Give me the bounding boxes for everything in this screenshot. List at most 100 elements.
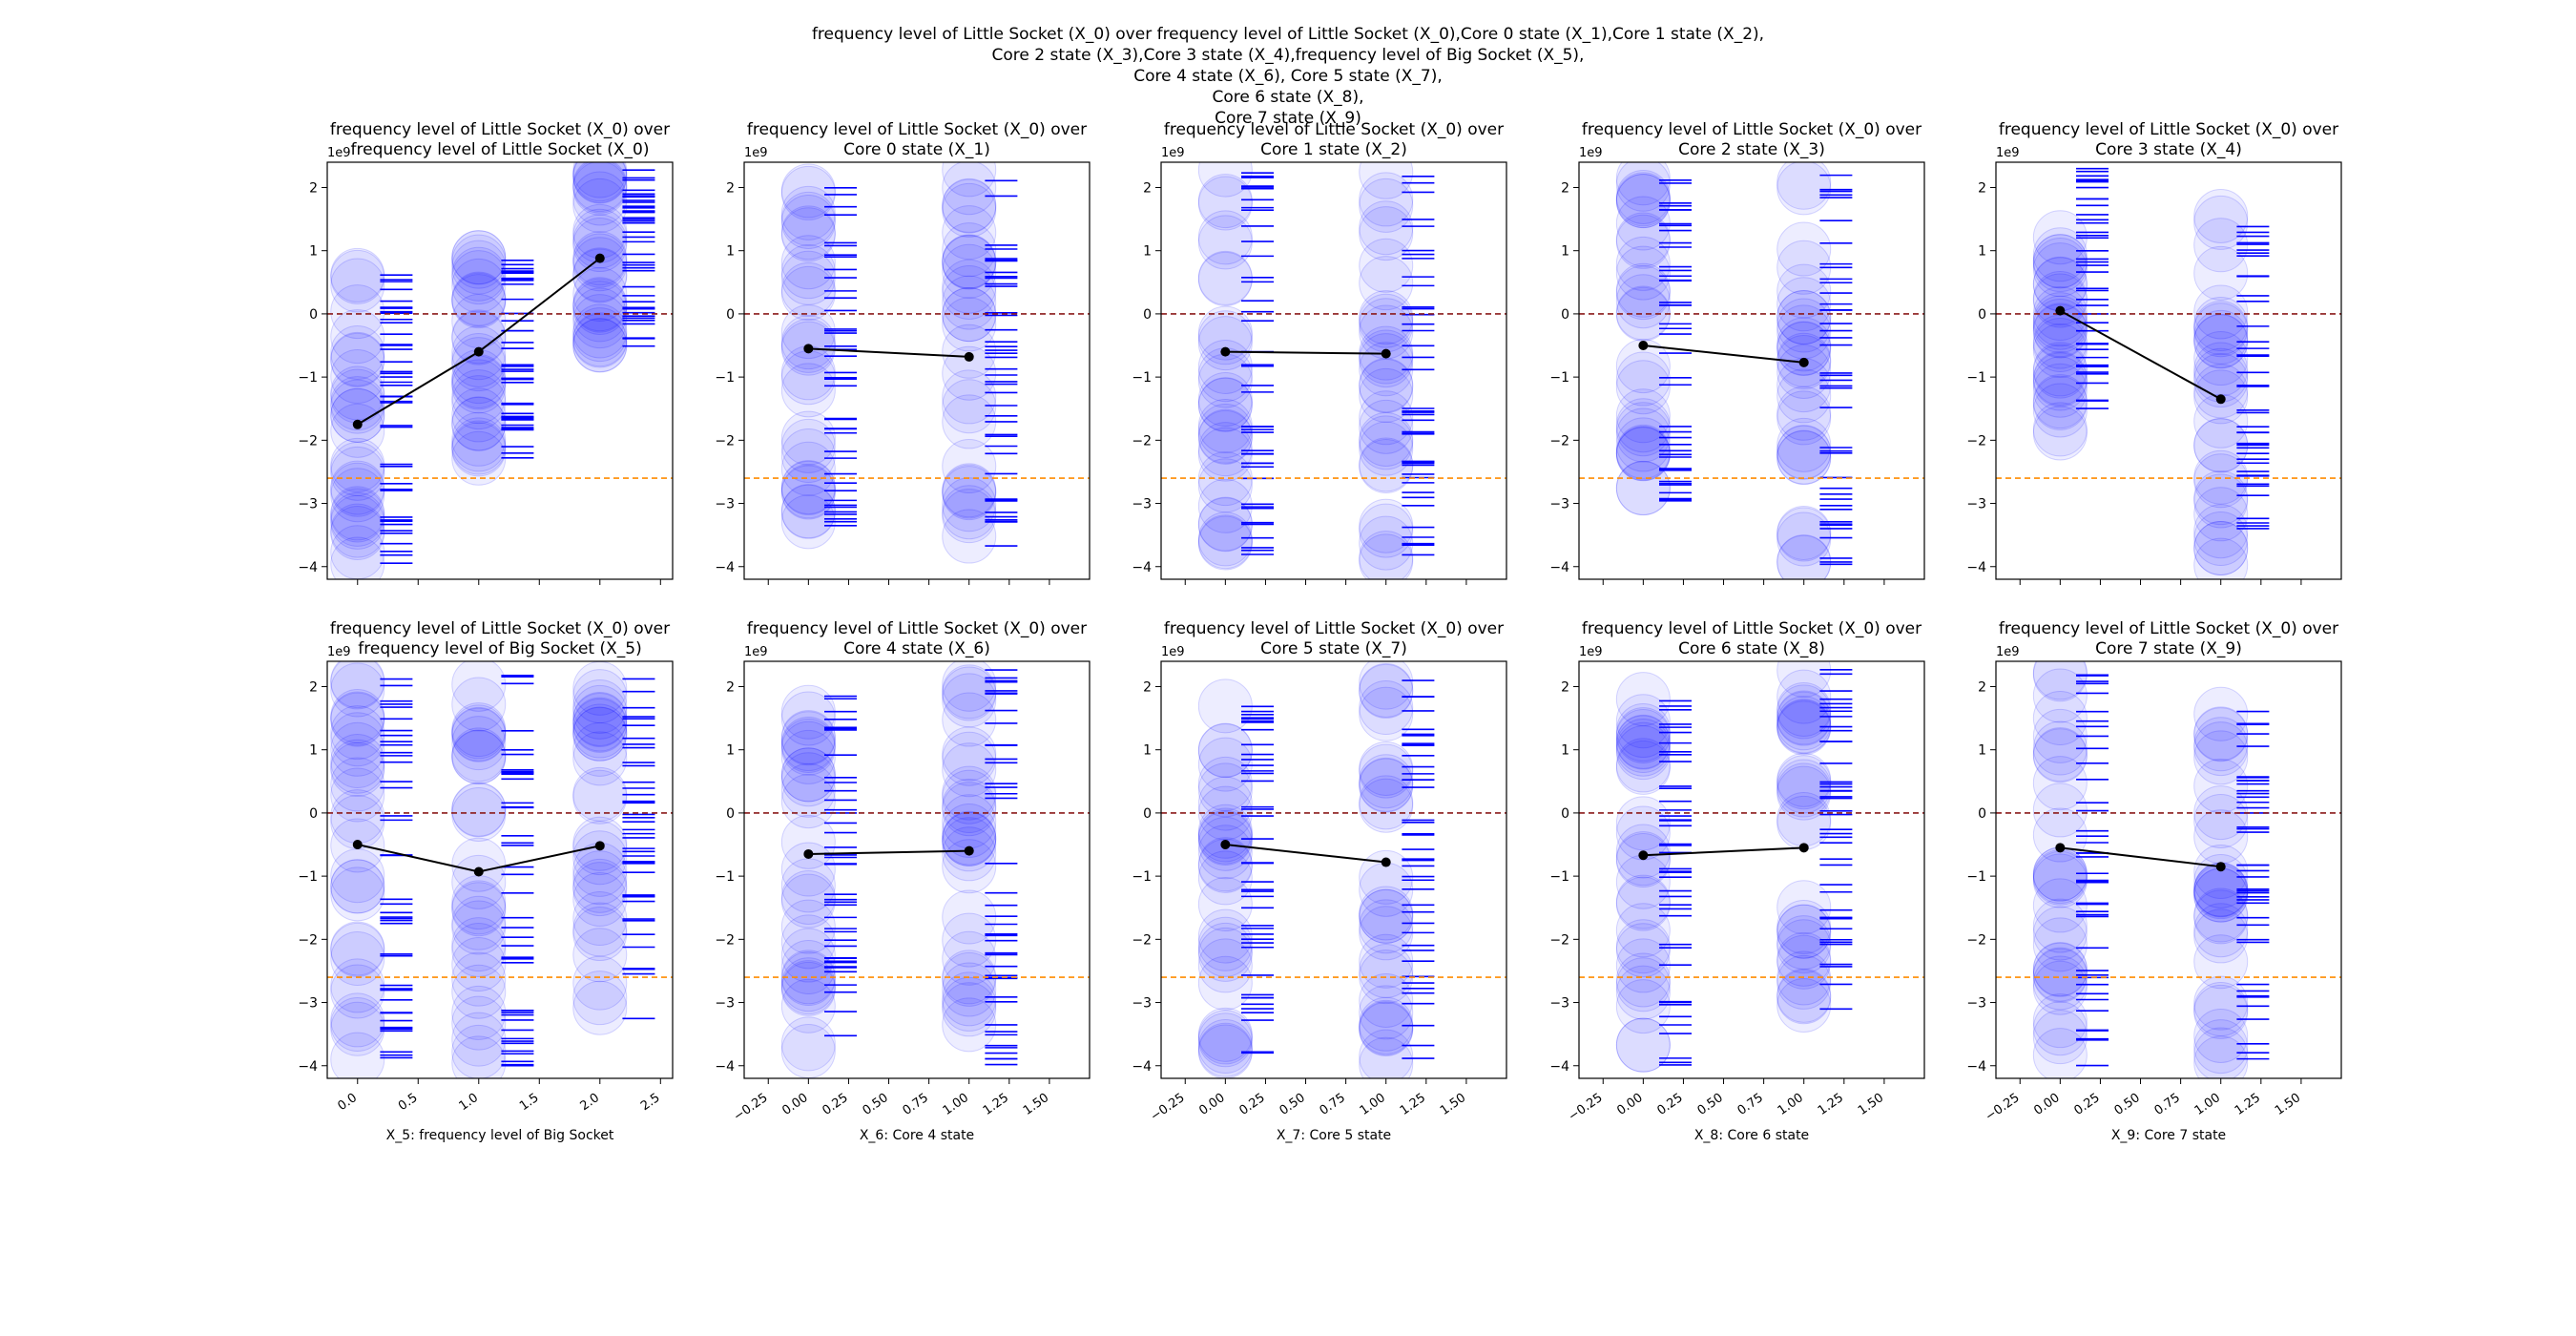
mean-point: [1381, 348, 1391, 359]
bubble-point: [1359, 1001, 1414, 1056]
bubble-point: [1615, 714, 1671, 769]
bubble-point: [780, 315, 836, 370]
bubble-point: [330, 859, 385, 914]
bubble-point: [780, 960, 836, 1015]
bubble-point: [1197, 804, 1253, 859]
bubble-point: [780, 185, 836, 240]
bubble-point: [1776, 344, 1832, 399]
bubble-point: [330, 931, 385, 987]
bubble-point: [451, 240, 507, 295]
y-tick-label: 0: [1978, 307, 1986, 323]
bubble-point: [1197, 723, 1253, 779]
bubble-point: [780, 978, 836, 1033]
bubble-point: [2193, 331, 2249, 386]
bubble-point: [572, 162, 628, 202]
y-tick-label: −1: [298, 370, 318, 386]
bubble-point: [1776, 386, 1832, 441]
y-tick-label: −1: [298, 869, 318, 885]
bubble-point: [1615, 1017, 1671, 1073]
bubble-point: [1615, 339, 1671, 394]
bubble-point: [1359, 256, 1414, 311]
bubble-point: [572, 980, 628, 1035]
bubble-point: [2193, 730, 2249, 785]
mean-point: [2215, 394, 2226, 405]
x-tick-label: 1.25: [1816, 1091, 1846, 1118]
y-exponent-label: 1e9: [1161, 146, 1185, 160]
bubble-point: [1776, 968, 1832, 1023]
bubble-point: [451, 917, 507, 972]
bubble-point: [2032, 668, 2088, 723]
x-axis-label: X_6: Core 4 state: [860, 1128, 974, 1143]
bubble-point: [1197, 908, 1253, 964]
x-axis-label: X_8: Core 6 state: [1694, 1128, 1809, 1143]
x-tick-label: 1.50: [1856, 1091, 1886, 1118]
y-tick-label: 1: [1561, 743, 1569, 759]
bubble-point: [2193, 975, 2249, 1031]
subplot-data-layer: [330, 661, 655, 1078]
bubble-point: [1359, 390, 1414, 446]
x-tick-label: 0.50: [1278, 1091, 1308, 1118]
bubble-point: [451, 369, 507, 425]
bubble-point: [2193, 934, 2249, 990]
y-tick-label: −1: [1966, 869, 1986, 885]
bubble-point: [572, 287, 628, 343]
bubble-point: [1776, 681, 1832, 737]
bubble-point: [1615, 236, 1671, 291]
bubble-point: [451, 730, 507, 785]
bubble-point: [1197, 1007, 1253, 1062]
bubble-point: [330, 332, 385, 387]
bubble-point: [1776, 690, 1832, 745]
bubble-point: [2032, 691, 2088, 746]
bubble-point: [780, 718, 836, 773]
bubble-point: [942, 466, 997, 521]
bubble-point: [1197, 515, 1253, 571]
bubble-point: [1776, 978, 1832, 1033]
bubble-point: [2193, 984, 2249, 1039]
mean-point: [803, 344, 814, 354]
bubble-point: [1776, 752, 1832, 807]
bubble-point: [1197, 409, 1253, 465]
bubble-point: [572, 669, 628, 724]
bubble-point: [2032, 350, 2088, 406]
y-tick-label: −1: [1549, 370, 1569, 386]
axes-frame: [743, 161, 1091, 580]
bubble-point: [780, 194, 836, 249]
bubble-point: [2193, 470, 2249, 526]
bubble-point: [2193, 686, 2249, 741]
subplot-title-line: Core 0 state (X_1): [843, 140, 990, 159]
x-axis-label: X_9: Core 7 state: [2111, 1128, 2226, 1143]
bubble-point: [1615, 919, 1671, 974]
bubble-point: [1776, 290, 1832, 345]
mean-point: [594, 841, 605, 851]
bubble-point: [572, 162, 628, 213]
x-tick-label: 1.5: [517, 1091, 542, 1114]
bubble-point: [1776, 298, 1832, 353]
y-tick-label: 0: [309, 307, 318, 323]
bubble-point: [1615, 719, 1671, 774]
subplot-title-line: Core 2 state (X_3): [1678, 140, 1825, 159]
bubble-point: [451, 250, 507, 305]
bubble-point: [451, 707, 507, 762]
bubble-point: [1615, 169, 1671, 224]
y-tick-label: 2: [726, 180, 735, 196]
bubble-point: [1615, 707, 1671, 762]
bubble-point: [1359, 741, 1414, 796]
x-tick-label: 0.75: [1735, 1091, 1766, 1118]
bubble-point: [1359, 290, 1414, 345]
bubble-point: [330, 721, 385, 777]
bubble-point: [2193, 908, 2249, 964]
bubble-point: [780, 261, 836, 317]
bubble-point: [330, 486, 385, 541]
bubble-point: [942, 971, 997, 1027]
bubble-point: [2193, 364, 2249, 419]
bubble-point: [2193, 845, 2249, 900]
bubble-point: [451, 1035, 507, 1078]
mean-line: [1643, 344, 1804, 364]
x-tick-label: 0.0: [335, 1091, 360, 1114]
x-tick-label: 1.50: [1021, 1091, 1051, 1118]
y-tick-label: −3: [1132, 497, 1152, 512]
bubble-point: [451, 951, 507, 1007]
bubble-point: [1197, 838, 1253, 893]
subplot-title-line: frequency level of Little Socket (X_0) o…: [1582, 619, 1922, 638]
y-tick-label: −1: [1132, 869, 1152, 885]
